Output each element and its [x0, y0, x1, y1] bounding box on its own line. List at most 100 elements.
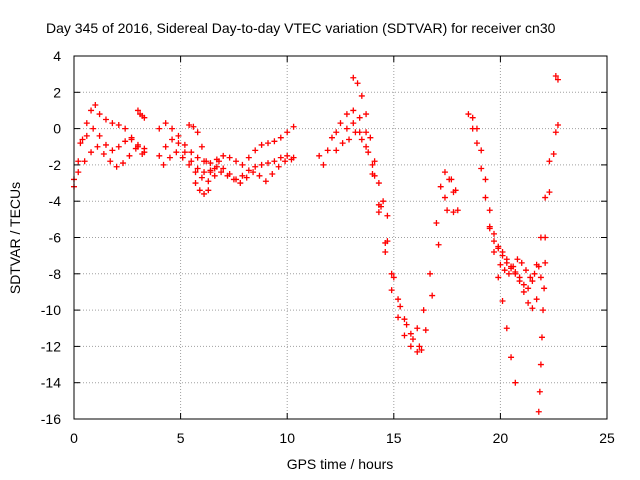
data-point [350, 74, 357, 81]
data-point [516, 278, 523, 285]
data-point [181, 141, 188, 148]
data-point [554, 76, 561, 83]
data-point [503, 325, 510, 332]
x-tick-label: 5 [177, 430, 185, 446]
data-point [92, 102, 99, 109]
data-point [427, 270, 434, 277]
data-point [328, 134, 335, 141]
data-point [435, 241, 442, 248]
data-point [284, 152, 291, 159]
data-point [367, 134, 374, 141]
data-point [277, 134, 284, 141]
data-point [186, 121, 193, 128]
data-point [533, 296, 540, 303]
data-point [520, 288, 527, 295]
data-point [522, 267, 529, 274]
x-tick-label: 10 [279, 430, 295, 446]
data-point [160, 161, 167, 168]
data-point [478, 165, 485, 172]
data-point [194, 165, 201, 172]
series-track-k [333, 129, 459, 350]
data-point [407, 330, 414, 337]
data-point [324, 147, 331, 154]
data-point [102, 141, 109, 148]
data-point [88, 149, 95, 156]
data-point [491, 249, 498, 256]
data-point [482, 176, 489, 183]
data-point [495, 243, 502, 250]
data-point [520, 281, 527, 288]
data-point [207, 169, 214, 176]
data-point [224, 172, 231, 179]
data-point [403, 321, 410, 328]
data-point [356, 114, 363, 121]
data-point [265, 140, 272, 147]
data-point [363, 129, 370, 136]
data-point [390, 274, 397, 281]
y-tick-label: 2 [53, 84, 61, 100]
data-point [288, 156, 295, 163]
data-point [388, 287, 395, 294]
data-point [186, 161, 193, 168]
data-point [175, 132, 182, 139]
data-point [192, 169, 199, 176]
data-point [90, 125, 97, 132]
y-tick-label: -4 [49, 193, 62, 209]
data-point [215, 158, 222, 165]
data-point [358, 92, 365, 99]
series-track-g [160, 149, 295, 187]
data-point [491, 238, 498, 245]
data-point [233, 158, 240, 165]
data-point [203, 158, 210, 165]
data-point [156, 152, 163, 159]
data-point [115, 143, 122, 150]
data-point [162, 120, 169, 127]
data-point [220, 152, 227, 159]
data-point [540, 307, 547, 314]
data-point [433, 219, 440, 226]
data-point [537, 361, 544, 368]
data-point [211, 165, 218, 172]
data-point [444, 207, 451, 214]
data-point [486, 207, 493, 214]
data-point [554, 121, 561, 128]
data-point [207, 160, 214, 167]
data-point [350, 107, 357, 114]
data-point [83, 120, 90, 127]
data-point [448, 176, 455, 183]
data-point [542, 259, 549, 266]
data-point [79, 136, 86, 143]
data-point [365, 149, 372, 156]
data-point [409, 336, 416, 343]
series-track-s [535, 259, 549, 415]
data-point [380, 198, 387, 205]
data-point [535, 408, 542, 415]
data-point [429, 292, 436, 299]
grid-lines [74, 56, 607, 419]
data-point [96, 132, 103, 139]
y-tick-label: -16 [41, 411, 61, 427]
data-point [527, 274, 534, 281]
data-point [196, 187, 203, 194]
data-point [175, 140, 182, 147]
data-point [388, 270, 395, 277]
data-point [375, 209, 382, 216]
series-track-r [497, 256, 542, 281]
data-point [542, 234, 549, 241]
data-point [75, 169, 82, 176]
data-point [529, 278, 536, 285]
data-point [473, 140, 480, 147]
data-point [122, 138, 129, 145]
data-point [514, 256, 521, 263]
data-point [134, 141, 141, 148]
data-point [510, 263, 517, 270]
data-point [469, 114, 476, 121]
data-point [512, 379, 519, 386]
data-point [265, 160, 272, 167]
x-tick-label: 20 [493, 430, 509, 446]
data-point [465, 111, 472, 118]
data-point [401, 332, 408, 339]
series-track-q [486, 189, 553, 312]
data-point [275, 163, 282, 170]
data-point [339, 140, 346, 147]
